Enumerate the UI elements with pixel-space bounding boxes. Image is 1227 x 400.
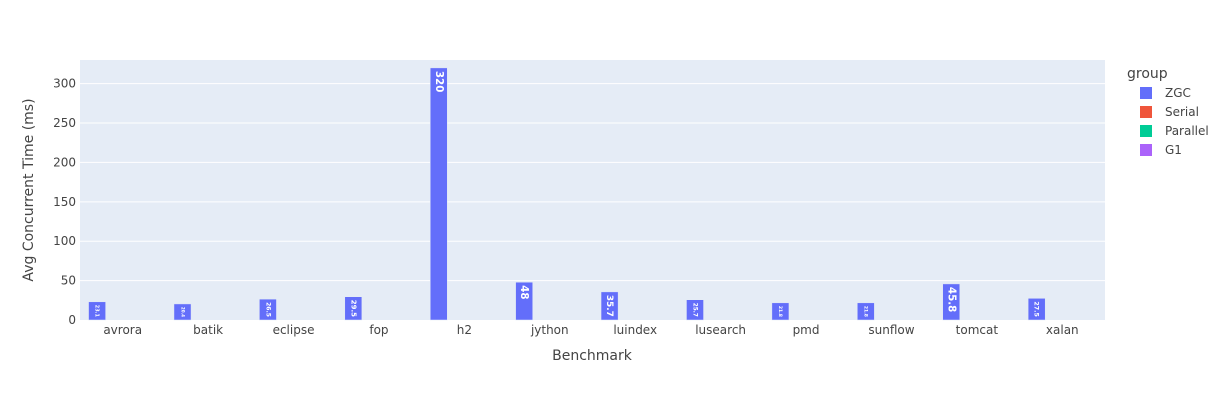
legend[interactable]: group ZGC Serial Parallel G1 [1127,66,1209,157]
bar[interactable] [686,299,704,321]
bar-value-label: 23.1 [94,305,100,318]
x-tick-label: pmd [793,323,820,337]
legend-entry[interactable]: Parallel [1165,124,1209,138]
legend-entry[interactable]: ZGC [1165,86,1191,100]
bar-value-label: 26.5 [264,302,271,317]
y-axis-title: Avg Concurrent Time (ms) [21,98,37,281]
bar[interactable] [173,303,192,321]
x-tick-label: xalan [1046,323,1079,337]
y-tick-label: 300 [53,77,76,91]
bar[interactable] [771,302,790,321]
bar[interactable] [515,281,533,321]
bar-value-label: 35.7 [604,295,614,317]
legend-title: group [1127,66,1168,82]
bar[interactable] [344,296,363,321]
y-tick-label: 200 [53,155,76,169]
bar-value-label: 21.8 [862,306,868,317]
bar-value-label: 29.5 [349,300,357,317]
bar-value-label: 320 [433,71,445,93]
bar-value-label: 21.8 [777,306,783,317]
x-tick-label: tomcat [956,323,999,337]
bar[interactable] [1027,298,1046,321]
legend-swatch [1140,125,1152,137]
y-tick-label: 50 [61,274,76,288]
x-tick-label: lusearch [695,323,746,337]
x-tick-label: jython [530,323,569,337]
bar[interactable] [857,302,875,321]
y-tick-label: 100 [53,234,76,248]
legend-entry[interactable]: Serial [1165,105,1199,119]
bar[interactable] [942,283,961,321]
x-axis-title: Benchmark [552,348,633,364]
legend-swatch [1140,144,1152,156]
x-tick-label: avrora [103,323,142,337]
bar-value-label: 20.4 [181,307,186,317]
bar[interactable] [88,301,106,321]
bar[interactable] [429,67,448,321]
y-tick-label: 0 [68,313,76,327]
bar[interactable] [600,291,619,321]
legend-swatch [1140,106,1152,118]
plot-area [80,60,1105,320]
x-tick-labels: avrora batik eclipse fop h2 jython luindex luse… [103,323,1078,337]
gridlines [80,83,1105,282]
x-tick-label: eclipse [273,323,315,337]
legend-swatch [1140,87,1152,99]
x-tick-label: luindex [613,323,657,337]
bar-value-label: 27.5 [1033,301,1040,317]
x-tick-label: h2 [457,323,472,337]
y-tick-label: 150 [53,195,76,209]
y-tick-labels: 0 50 100 150 200 250 300 [53,77,76,327]
bar-value-label: 48 [518,285,530,299]
bar[interactable] [259,298,277,321]
bars: 23.1 20.4 26.5 29.5 320 48 35.7 25.7 21.8 21.8 45.… [88,67,1046,321]
x-tick-label: sunflow [868,323,914,337]
y-tick-label: 250 [53,116,76,130]
bar-value-label: 45.8 [945,287,957,312]
bar-value-label: 25.7 [692,303,698,317]
x-tick-label: fop [369,323,388,337]
legend-entry[interactable]: G1 [1165,143,1182,157]
x-tick-label: batik [193,323,223,337]
